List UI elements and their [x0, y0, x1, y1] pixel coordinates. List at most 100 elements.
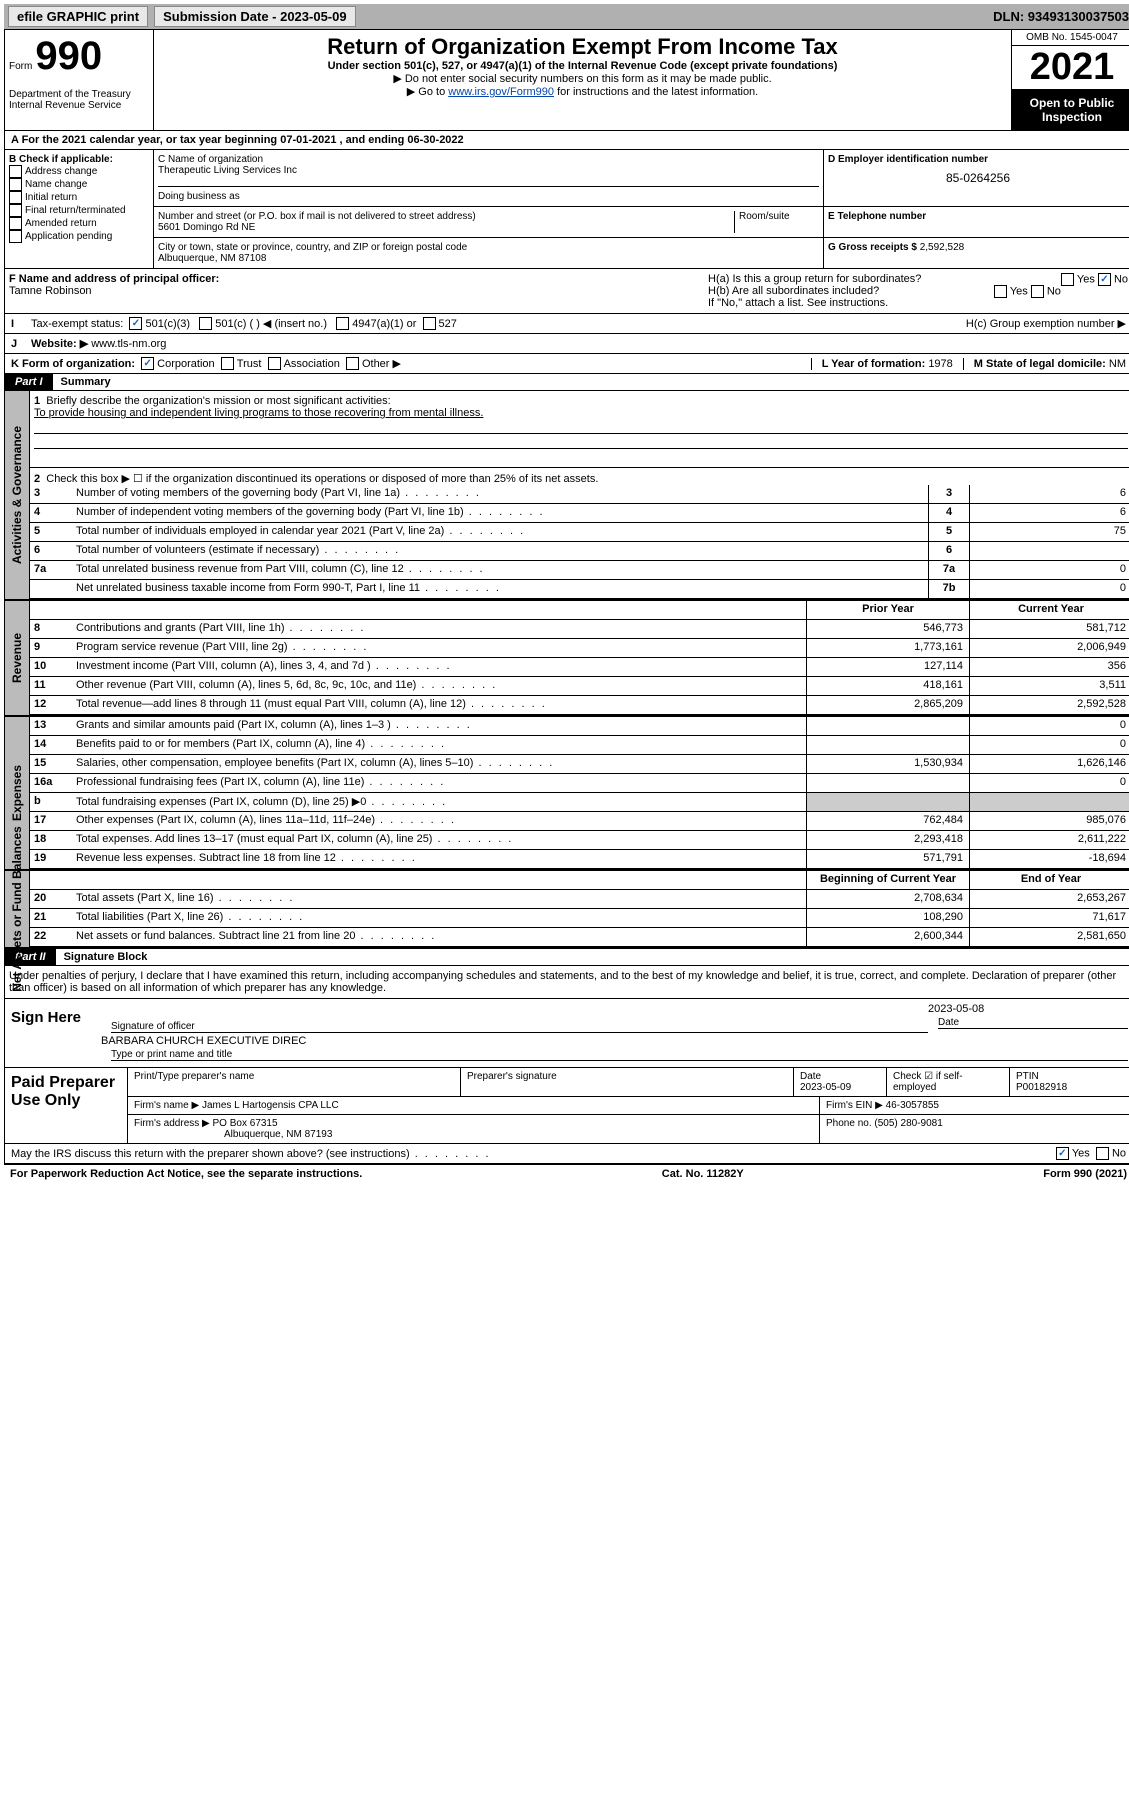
- discuss-yes-check[interactable]: [1056, 1147, 1069, 1160]
- submission-date-button[interactable]: Submission Date - 2023-05-09: [154, 6, 356, 27]
- j-value: www.tls-nm.org: [91, 338, 166, 350]
- b-opt-final[interactable]: Final return/terminated: [9, 204, 149, 217]
- i-527-check[interactable]: [423, 317, 436, 330]
- efile-print-button[interactable]: efile GRAPHIC print: [8, 6, 148, 27]
- part2-declaration: Under penalties of perjury, I declare th…: [5, 966, 1129, 999]
- data-line: bTotal fundraising expenses (Part IX, co…: [30, 793, 1129, 812]
- data-line: 10Investment income (Part VIII, column (…: [30, 658, 1129, 677]
- firm-name-label: Firm's name ▶: [134, 1100, 199, 1111]
- form-number: 990: [35, 34, 102, 78]
- c-dba-label: Doing business as: [158, 186, 819, 202]
- i-501c-check[interactable]: [199, 317, 212, 330]
- footer-cat: Cat. No. 11282Y: [662, 1168, 744, 1180]
- omb-number: OMB No. 1545-0047: [1012, 30, 1129, 46]
- line-2: 2 Check this box ▶ ☐ if the organization…: [30, 468, 1129, 485]
- data-line: 16aProfessional fundraising fees (Part I…: [30, 774, 1129, 793]
- k-label: K Form of organization:: [11, 358, 135, 370]
- row-k-l-m: K Form of organization: Corporation Trus…: [5, 354, 1129, 374]
- open-to-public: Open to Public Inspection: [1012, 90, 1129, 130]
- gov-line: 4Number of independent voting members of…: [30, 504, 1129, 523]
- row-a-end: 06-30-2022: [407, 134, 463, 146]
- footer: For Paperwork Reduction Act Notice, see …: [4, 1165, 1129, 1183]
- i-4947-check[interactable]: [336, 317, 349, 330]
- block-b-to-g: B Check if applicable: Address change Na…: [5, 150, 1129, 269]
- k-other-check[interactable]: [346, 357, 359, 370]
- k-corp-check[interactable]: [141, 357, 154, 370]
- b-opt-address[interactable]: Address change: [9, 165, 149, 178]
- c-city-value: Albuquerque, NM 87108: [158, 253, 819, 264]
- phone-value: (505) 280-9081: [874, 1118, 942, 1129]
- paid-preparer-block: Paid Preparer Use Only Print/Type prepar…: [5, 1068, 1129, 1144]
- discuss-no-check[interactable]: [1096, 1147, 1109, 1160]
- col-curr: Current Year: [969, 601, 1129, 619]
- data-line: 18Total expenses. Add lines 13–17 (must …: [30, 831, 1129, 850]
- irs-link[interactable]: www.irs.gov/Form990: [448, 86, 554, 98]
- ptin-cell: PTINP00182918: [1010, 1068, 1129, 1096]
- discuss-text: May the IRS discuss this return with the…: [11, 1148, 491, 1160]
- irs-label: Internal Revenue Service: [9, 100, 149, 111]
- footer-form: Form 990 (2021): [1043, 1168, 1127, 1180]
- rev-header-row: Prior Year Current Year: [30, 601, 1129, 620]
- vtab-governance: Activities & Governance: [5, 391, 30, 599]
- b-opt-amended[interactable]: Amended return: [9, 217, 149, 230]
- form-header: Form 990 Department of the Treasury Inte…: [5, 30, 1129, 131]
- line-1: 1 Briefly describe the organization's mi…: [30, 391, 1129, 468]
- part1-title: Summary: [53, 376, 111, 388]
- data-line: 17Other expenses (Part IX, column (A), l…: [30, 812, 1129, 831]
- gov-line: 3Number of voting members of the governi…: [30, 485, 1129, 504]
- column-b: B Check if applicable: Address change Na…: [5, 150, 154, 268]
- b-opt-initial[interactable]: Initial return: [9, 191, 149, 204]
- e-phone-cell: E Telephone number: [824, 207, 1129, 237]
- firm-addr1: PO Box 67315: [213, 1118, 278, 1129]
- gov-line: 6Total number of volunteers (estimate if…: [30, 542, 1129, 561]
- gov-line: 5Total number of individuals employed in…: [30, 523, 1129, 542]
- data-line: 14Benefits paid to or for members (Part …: [30, 736, 1129, 755]
- pdate-cell: Date2023-05-09: [794, 1068, 887, 1096]
- vtab-revenue: Revenue: [5, 601, 30, 715]
- i-501c3-check[interactable]: [129, 317, 142, 330]
- data-line: 15Salaries, other compensation, employee…: [30, 755, 1129, 774]
- l-value: 1978: [928, 358, 952, 370]
- data-line: 12Total revenue—add lines 8 through 11 (…: [30, 696, 1129, 715]
- b-opt-name[interactable]: Name change: [9, 178, 149, 191]
- form-subtitle: Under section 501(c), 527, or 4947(a)(1)…: [158, 60, 1007, 72]
- c-name-label: C Name of organization: [158, 154, 819, 165]
- row-f-h: F Name and address of principal officer:…: [5, 269, 1129, 314]
- pt-name-label: Print/Type preparer's name: [128, 1068, 461, 1096]
- k-assoc-check[interactable]: [268, 357, 281, 370]
- officer-type-label: Type or print name and title: [111, 1049, 1128, 1061]
- b-label: B Check if applicable:: [9, 154, 149, 165]
- form-word: Form: [9, 61, 32, 72]
- sig-date-label: Date: [938, 1017, 1128, 1029]
- form-990: Form 990 Department of the Treasury Inte…: [4, 29, 1129, 1165]
- footer-pra: For Paperwork Reduction Act Notice, see …: [10, 1168, 362, 1180]
- c-city-cell: City or town, state or province, country…: [154, 238, 824, 268]
- c-city-label: City or town, state or province, country…: [158, 242, 819, 253]
- self-employed-cell: Check ☑ if self-employed: [887, 1068, 1010, 1096]
- firm-addr-label: Firm's address ▶: [134, 1118, 210, 1129]
- sign-here-block: Sign Here Signature of officer 2023-05-0…: [5, 999, 1129, 1068]
- paid-label: Paid Preparer Use Only: [5, 1068, 128, 1143]
- col-prior: Prior Year: [806, 601, 969, 619]
- k-trust-check[interactable]: [221, 357, 234, 370]
- row-a-tax-year: A For the 2021 calendar year, or tax yea…: [5, 131, 1129, 150]
- g-label: G Gross receipts $: [828, 242, 917, 253]
- part2-header-row: Part II Signature Block: [5, 947, 1129, 966]
- m-label: M State of legal domicile:: [974, 358, 1106, 370]
- part1-tag: Part I: [5, 374, 53, 390]
- h-b: H(b) Are all subordinates included? Yes …: [708, 285, 1128, 297]
- part2-title: Signature Block: [56, 951, 148, 963]
- firm-ein: 46-3057855: [886, 1100, 939, 1111]
- row-i-tax-status: I Tax-exempt status: 501(c)(3) 501(c) ( …: [5, 314, 1129, 334]
- data-line: 19Revenue less expenses. Subtract line 1…: [30, 850, 1129, 869]
- b-opt-pending[interactable]: Application pending: [9, 230, 149, 243]
- firm-addr2: Albuquerque, NM 87193: [134, 1129, 332, 1140]
- g-gross-cell: G Gross receipts $ 2,592,528: [824, 238, 1129, 268]
- sign-here-label: Sign Here: [5, 999, 97, 1067]
- row-j-website: J Website: ▶ www.tls-nm.org: [5, 334, 1129, 354]
- col-end: End of Year: [969, 871, 1129, 889]
- gov-line: Net unrelated business taxable income fr…: [30, 580, 1129, 599]
- data-line: 9Program service revenue (Part VIII, lin…: [30, 639, 1129, 658]
- h-note: If "No," attach a list. See instructions…: [708, 297, 1128, 309]
- h-a: H(a) Is this a group return for subordin…: [708, 273, 1128, 285]
